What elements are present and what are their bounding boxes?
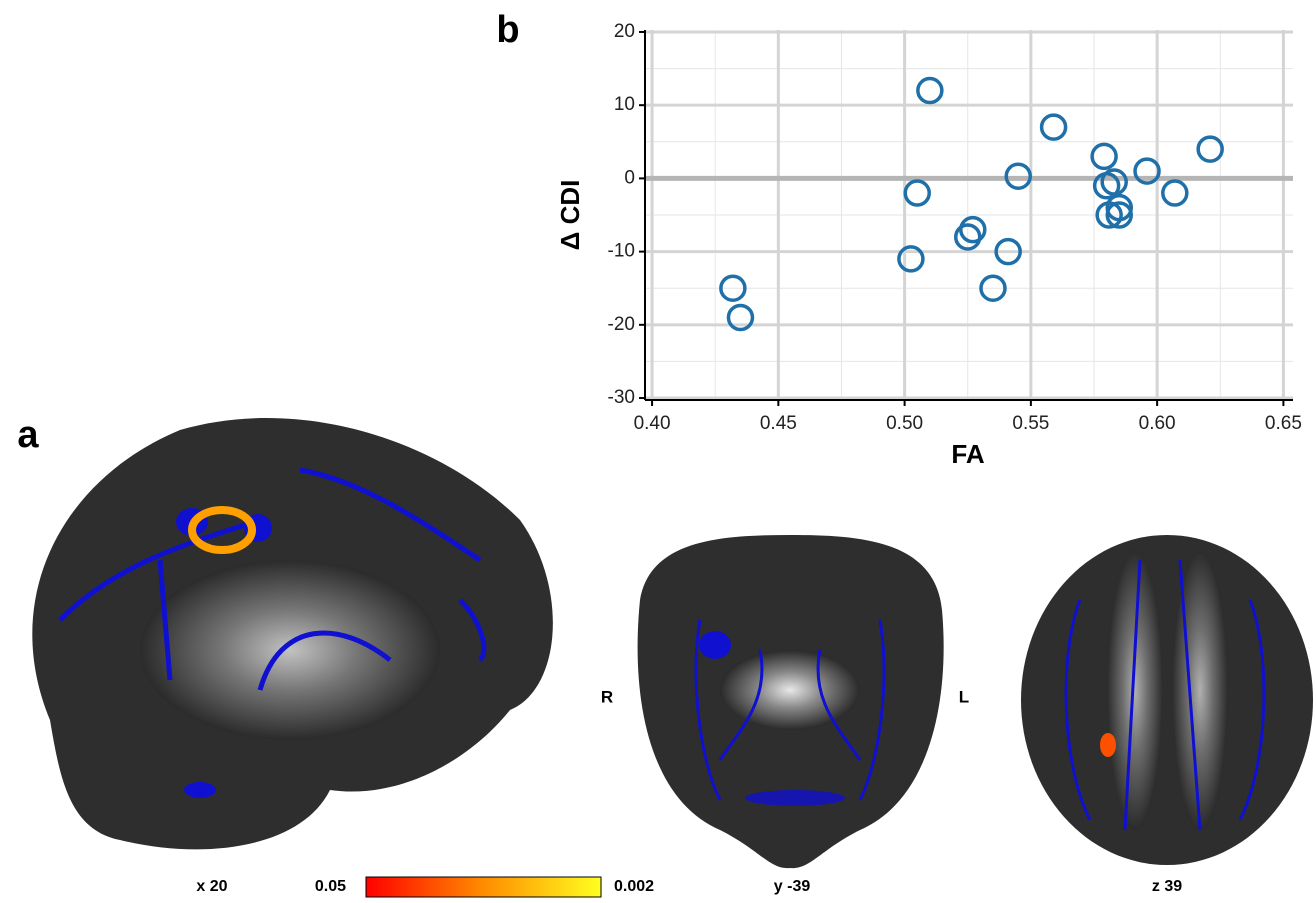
tract-overlay [184, 782, 216, 798]
x-tick-label: 0.50 [886, 413, 923, 434]
y-tick-label: -20 [608, 314, 635, 335]
orientation-label: R [601, 687, 613, 706]
slice-label: y -39 [774, 878, 811, 895]
y-axis-label: Δ CDI [555, 180, 585, 251]
brain-images [32, 418, 1313, 897]
orientation-label: L [959, 687, 969, 706]
white-matter [1172, 550, 1228, 830]
colorbar-label: 0.05 [315, 878, 346, 895]
panel-label: a [17, 414, 39, 456]
x-tick-label: 0.45 [760, 413, 797, 434]
y-tick-label: 10 [614, 94, 635, 115]
tract-overlay [745, 790, 845, 806]
y-tick-label: 20 [614, 21, 635, 42]
colorbar [366, 877, 601, 897]
scatter-plot: 0.40 0.45 0.50 0.55 0.60 0.65 -30 -20 -10 0 10 20 [608, 21, 1302, 434]
y-tick-label: -10 [608, 241, 635, 262]
white-matter [1107, 550, 1163, 830]
x-axis-label: FA [951, 439, 984, 469]
y-tick-label: 0 [624, 167, 635, 188]
slice-label: x 20 [196, 878, 227, 895]
white-matter [140, 560, 440, 740]
x-tick-label: 0.60 [1139, 413, 1176, 434]
tract-overlay [699, 631, 731, 659]
significant-cluster [1100, 733, 1116, 757]
x-tick-label: 0.55 [1012, 413, 1049, 434]
white-matter [720, 650, 860, 730]
colorbar-label: 0.002 [614, 878, 654, 895]
panel-label: b [496, 9, 519, 51]
slice-label: z 39 [1152, 878, 1182, 895]
y-tick-label: -30 [608, 387, 635, 408]
x-tick-label: 0.65 [1265, 413, 1302, 434]
figure: 0.40 0.45 0.50 0.55 0.60 0.65 -30 -20 -10 0 10 20 b… [0, 0, 1316, 898]
x-tick-label: 0.40 [634, 413, 671, 434]
